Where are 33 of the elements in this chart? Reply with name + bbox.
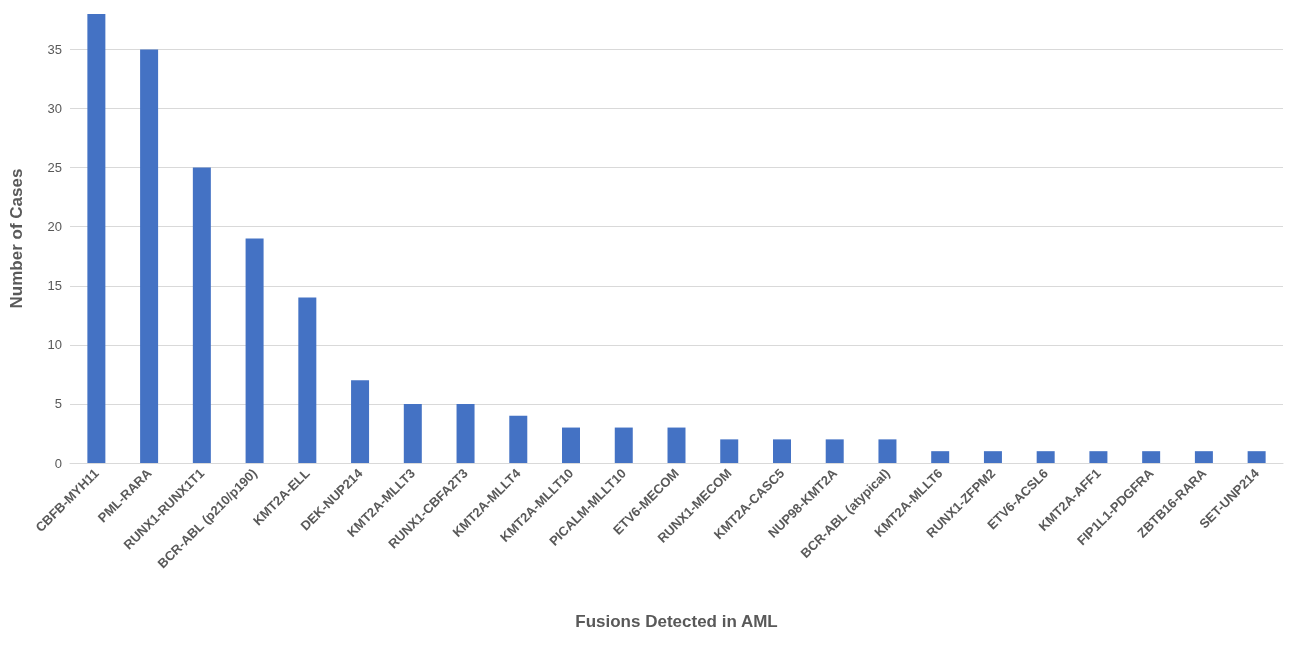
y-tick-label: 0 — [54, 455, 62, 471]
bar — [878, 439, 897, 463]
bar — [667, 427, 686, 463]
y-tick-label: 20 — [47, 219, 62, 235]
bar — [245, 238, 264, 463]
bar — [1089, 451, 1108, 463]
bar — [772, 439, 791, 463]
y-axis-title: Number of Cases — [7, 168, 26, 309]
y-tick-label: 35 — [47, 41, 62, 57]
bar — [825, 439, 844, 463]
y-tick-label: 25 — [47, 160, 62, 176]
bar — [562, 427, 581, 463]
bar — [456, 403, 475, 463]
y-tick-label: 5 — [54, 396, 62, 412]
bar — [403, 403, 422, 463]
y-tick-label: 15 — [47, 278, 62, 294]
bar — [931, 451, 950, 463]
y-tick-label: 30 — [47, 101, 62, 117]
bar — [192, 167, 211, 463]
bar — [351, 380, 370, 463]
bar — [298, 297, 317, 463]
bar — [1194, 451, 1213, 463]
bar — [1036, 451, 1055, 463]
bar — [1247, 451, 1266, 463]
y-tick-label: 10 — [47, 337, 62, 353]
bar — [983, 451, 1002, 463]
bar — [509, 415, 528, 463]
bar — [720, 439, 739, 463]
bar — [87, 14, 106, 463]
bar — [140, 49, 159, 463]
bar — [1142, 451, 1161, 463]
bar — [614, 427, 633, 463]
x-axis-title: Fusions Detected in AML — [575, 612, 778, 631]
